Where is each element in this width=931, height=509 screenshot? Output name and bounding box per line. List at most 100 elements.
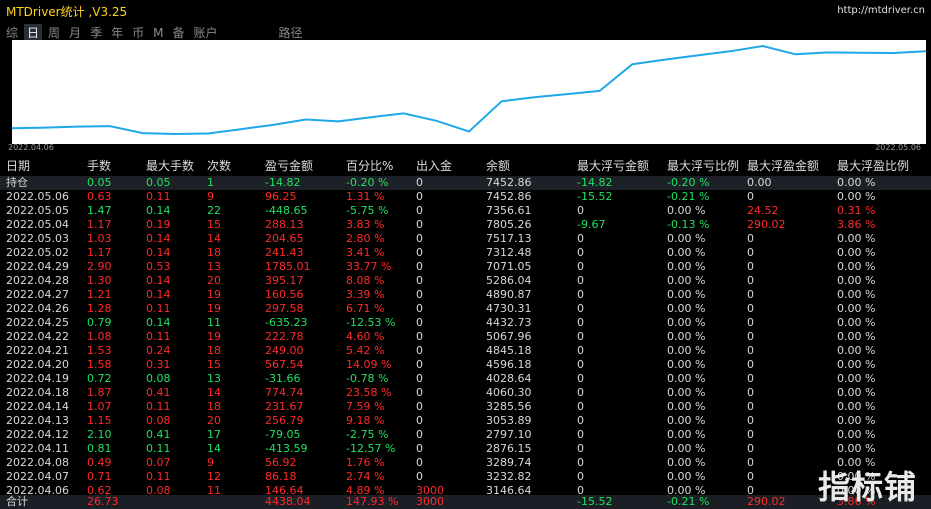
table-row-cell: -0.20 %	[667, 176, 710, 189]
tab-0[interactable]: 综	[6, 26, 19, 40]
table-row-cell: 0.41	[146, 428, 171, 441]
table-row[interactable]: 2022.04.13 1.15 0.08 20 256.79 9.18 % 0 3053.89…	[0, 414, 931, 428]
table-row-cell: 0	[577, 414, 584, 427]
tab-3[interactable]: 月	[69, 26, 82, 40]
table-row-cell: 1.30	[87, 274, 112, 287]
table-row-cell: 0	[416, 246, 423, 259]
table-row-cell: 0	[577, 260, 584, 273]
table-row-cell: 0	[416, 274, 423, 287]
table-row-cell: 2022.05.05	[6, 204, 69, 217]
total-cell: 290.02	[747, 495, 786, 508]
table-row-cell: 0	[747, 358, 754, 371]
table-row-cell: 567.54	[265, 358, 304, 371]
total-cell: 合计	[6, 495, 28, 508]
table-row-cell: 0	[577, 428, 584, 441]
table-row-cell: 0.63	[87, 190, 112, 203]
table-row-cell: 774.74	[265, 386, 304, 399]
table-row[interactable]: 2022.04.21 1.53 0.24 18 249.00 5.42 % 0 4845.18…	[0, 344, 931, 358]
website-link[interactable]: http://mtdriver.cn	[837, 5, 925, 16]
table-row-cell: 4596.18	[486, 358, 532, 371]
table-row-cell: 0	[747, 372, 754, 385]
tab-2[interactable]: 周	[48, 26, 61, 40]
table-row-cell: 0	[577, 246, 584, 259]
table-row[interactable]: 2022.05.05 1.47 0.14 22 -448.65 -5.75 % 0 7356.…	[0, 204, 931, 218]
watermark-logo: 指标铺	[817, 468, 917, 506]
table-row-cell: 0	[747, 232, 754, 245]
table-row-cell: -12.53 %	[346, 316, 396, 329]
table-row-cell: 1.31 %	[346, 190, 385, 203]
table-row-cell: 3232.82	[486, 470, 532, 483]
table-row-cell: 0	[577, 484, 584, 497]
table-row[interactable]: 2022.04.19 0.72 0.08 13 -31.66 -0.78 % 0 4028.6…	[0, 372, 931, 386]
table-row[interactable]: 2022.04.06 0.62 0.08 11 146.64 4.89 % 3000 3146…	[0, 484, 931, 498]
table-row[interactable]: 2022.05.06 0.63 0.11 9 96.25 1.31 % 0 7452.86 -1…	[0, 190, 931, 204]
table-row-cell: 0	[747, 456, 754, 469]
table-row-cell: 2022.04.06	[6, 484, 69, 497]
tab-1[interactable]: 日	[24, 24, 43, 42]
table-row-cell: 0	[416, 386, 423, 399]
table-row-cell: 0.49	[87, 456, 112, 469]
table-row[interactable]: 2022.05.04 1.17 0.19 15 288.13 3.83 % 0 7805.26…	[0, 218, 931, 232]
table-row-cell: 0.00 %	[837, 456, 876, 469]
table-row-cell: 20	[207, 414, 221, 427]
table-row-cell: 6.71 %	[346, 302, 385, 315]
table-row-cell: 204.65	[265, 232, 304, 245]
table-row-cell: 0	[577, 232, 584, 245]
tab-4[interactable]: 季	[90, 26, 103, 40]
table-row[interactable]: 2022.05.02 1.17 0.14 18 241.43 3.41 % 0 7312.48…	[0, 246, 931, 260]
chart-end-date: 2022.05.06	[875, 143, 921, 152]
table-row-cell: 0	[416, 456, 423, 469]
table-row-cell: 19	[207, 302, 221, 315]
table-row-cell: 0.11	[146, 190, 171, 203]
table-row-cell: 0	[747, 302, 754, 315]
table-row[interactable]: 2022.04.07 0.71 0.11 12 86.18 2.74 % 0 3232.82 0…	[0, 470, 931, 484]
table-row-cell: 86.18	[265, 470, 297, 483]
table-row[interactable]: 2022.04.11 0.81 0.11 14 -413.59 -12.57 % 0 2876…	[0, 442, 931, 456]
table-row[interactable]: 2022.04.20 1.58 0.31 15 567.54 14.09 % 0 4596.1…	[0, 358, 931, 372]
table-row[interactable]: 2022.04.22 1.08 0.11 19 222.78 4.60 % 0 5067.96…	[0, 330, 931, 344]
tab-6[interactable]: 币	[132, 26, 145, 40]
table-row[interactable]: 2022.04.29 2.90 0.53 13 1785.01 33.77 % 0 7071.…	[0, 260, 931, 274]
column-header-cell: 余额	[486, 159, 511, 173]
table-row[interactable]: 2022.04.27 1.21 0.14 19 160.56 3.39 % 0 4890.87…	[0, 288, 931, 302]
table-row-cell: 0	[577, 330, 584, 343]
table-row-cell: 0	[577, 288, 584, 301]
table-row[interactable]: 2022.04.12 2.10 0.41 17 -79.05 -2.75 % 0 2797.1…	[0, 428, 931, 442]
table-row[interactable]: 2022.04.08 0.49 0.07 9 56.92 1.76 % 0 3289.74 0 0…	[0, 456, 931, 470]
table-row-cell: 0.00 %	[837, 246, 876, 259]
table-row[interactable]: 2022.04.28 1.30 0.14 20 395.17 8.08 % 0 5286.04…	[0, 274, 931, 288]
tab-5[interactable]: 年	[111, 26, 124, 40]
table-row-cell: 3.41 %	[346, 246, 385, 259]
table-row-cell: 9	[207, 190, 214, 203]
table-row-cell: 1.58	[87, 358, 112, 371]
table-row-cell: 0	[416, 428, 423, 441]
table-row-cell: 0.24	[146, 344, 171, 357]
table-row-cell: 14	[207, 232, 221, 245]
table-row[interactable]: 2022.04.26 1.28 0.11 19 297.58 6.71 % 0 4730.31…	[0, 302, 931, 316]
table-row[interactable]: 2022.04.25 0.79 0.14 11 -635.23 -12.53 % 0 4432…	[0, 316, 931, 330]
tab-9[interactable]: 账户	[193, 26, 218, 40]
table-row-cell: 0	[416, 358, 423, 371]
table-row-cell: 0.00 %	[837, 400, 876, 413]
table-row-cell: 0	[747, 288, 754, 301]
table-row-cell: 3.83 %	[346, 218, 385, 231]
table-row-cell: 2022.04.07	[6, 470, 69, 483]
table-row-cell: 0	[747, 470, 754, 483]
tab-7[interactable]: M	[153, 26, 164, 40]
table-row-cell: 395.17	[265, 274, 304, 287]
tab-10[interactable]: 路径	[278, 26, 303, 40]
table-row-cell: 3.39 %	[346, 288, 385, 301]
table-row[interactable]: 2022.04.14 1.07 0.11 18 231.67 7.59 % 0 3285.56…	[0, 400, 931, 414]
table-row-cell: 5.42 %	[346, 344, 385, 357]
table-row[interactable]: 2022.04.18 1.87 0.41 14 774.74 23.58 % 0 4060.3…	[0, 386, 931, 400]
table-row-cell: 13	[207, 372, 221, 385]
table-row-cell: -0.13 %	[667, 218, 710, 231]
table-row-cell: 2022.04.08	[6, 456, 69, 469]
table-row-cell: 0.00 %	[837, 316, 876, 329]
tab-8[interactable]: 备	[172, 26, 185, 40]
table-row-cell: 1.21	[87, 288, 112, 301]
column-header-cell: 最大浮盈比例	[837, 159, 910, 173]
table-row-cell: 0	[577, 456, 584, 469]
table-row[interactable]: 2022.05.03 1.03 0.14 14 204.65 2.80 % 0 7517.13…	[0, 232, 931, 246]
table-row[interactable]: 持仓 0.05 0.05 1 -14.82 -0.20 % 0 7452.86 -14.82 -0…	[0, 176, 931, 190]
